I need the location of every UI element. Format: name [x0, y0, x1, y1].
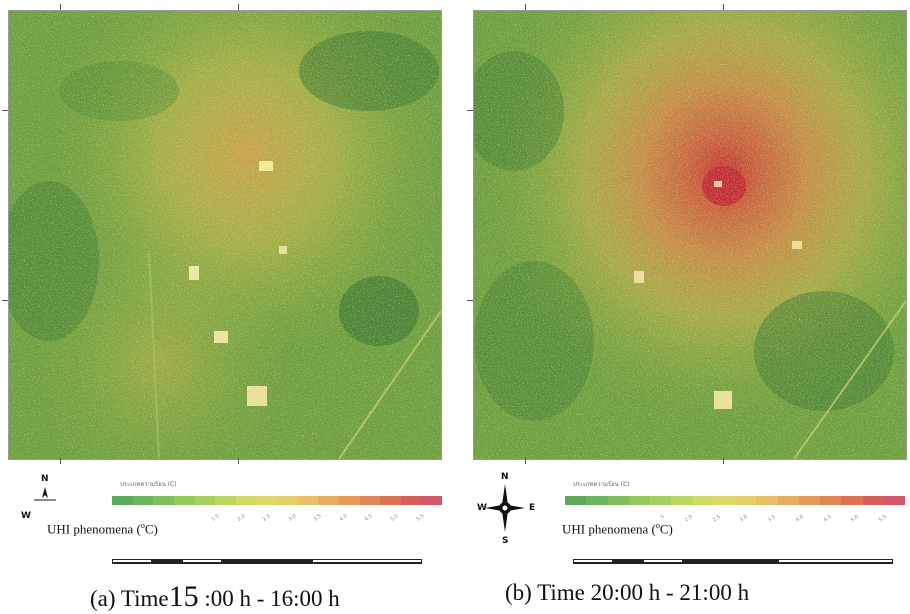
- legend-title: ประเภทความร้อน (C): [120, 481, 177, 488]
- legend-swatch: [628, 496, 650, 505]
- legend-swatch: [713, 496, 735, 505]
- legend-swatch: [173, 496, 195, 505]
- legend-swatch: [798, 496, 820, 505]
- map-panel-b: N W E S ประเภทความร้อน (C) 1.52.02.53.03…: [465, 0, 910, 614]
- legend-swatch: [777, 496, 799, 505]
- compass-e-label: E: [529, 503, 536, 513]
- legend-swatch: [756, 496, 778, 505]
- legend-swatch: [607, 496, 629, 505]
- legend-swatch: [586, 496, 608, 505]
- compass-n-label: N: [41, 474, 49, 484]
- compass-w-label: W: [477, 503, 487, 513]
- uhi-map-a: [8, 10, 442, 460]
- legend-swatch: [215, 496, 236, 505]
- legend-swatch: [256, 496, 277, 505]
- legend-tick-labels: 1.52.02.53.03.54.04.55.05.5: [656, 513, 888, 524]
- compass-icon: [34, 487, 56, 501]
- legend-swatch: [297, 496, 319, 505]
- legend-swatch: [841, 496, 863, 505]
- legend-swatch: [671, 496, 693, 505]
- legend-swatch: [421, 496, 442, 505]
- compass-s-label: S: [502, 536, 509, 546]
- north-arrow: N W: [21, 474, 62, 521]
- caption-a: (a) Time15 :00 h - 16:00 h: [90, 580, 340, 613]
- legend-swatch: [380, 496, 401, 505]
- legend-swatch: [565, 496, 587, 505]
- legend-swatch: [883, 496, 905, 505]
- uhi-legend-label: UHI phenomena (oC): [42, 518, 163, 541]
- scale-bar: [573, 559, 893, 567]
- legend-swatch: [194, 496, 216, 505]
- compass-icon: [485, 484, 525, 532]
- map-panel-a: N W ประเภทความร้อน (C) 1.5 2.0 2.5 3.0 3.5 4.…: [0, 0, 445, 614]
- legend-title: ประเภทความร้อน (C): [573, 481, 630, 488]
- legend-swatch: [235, 496, 257, 505]
- legend-swatch: [318, 496, 339, 505]
- legend-swatch: [862, 496, 884, 505]
- legend-swatch: [338, 496, 360, 505]
- legend-swatch: [650, 496, 672, 505]
- caption-b: (b) Time 20:00 h - 21:00 h: [505, 580, 750, 605]
- uhi-map-b: [473, 10, 907, 460]
- legend-swatch: [153, 496, 174, 505]
- legend-swatch: [112, 496, 133, 505]
- compass-w-label: W: [21, 511, 31, 521]
- legend-swatch: [820, 496, 842, 505]
- color-legend-bar: [112, 496, 442, 505]
- scale-bar: [112, 559, 422, 567]
- uhi-legend-label: UHI phenomena (oC): [557, 518, 678, 541]
- legend-swatch: [692, 496, 714, 505]
- legend-swatch: [735, 496, 757, 505]
- color-legend-bar: [565, 496, 905, 505]
- legend-swatch: [277, 496, 298, 505]
- legend-swatch: [359, 496, 381, 505]
- compass-rose: N W E S: [477, 472, 535, 546]
- legend-swatch: [132, 496, 154, 505]
- compass-n-label: N: [501, 472, 509, 482]
- legend-swatch: [400, 496, 422, 505]
